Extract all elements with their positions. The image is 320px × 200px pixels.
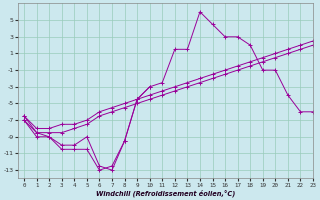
X-axis label: Windchill (Refroidissement éolien,°C): Windchill (Refroidissement éolien,°C) bbox=[96, 189, 235, 197]
